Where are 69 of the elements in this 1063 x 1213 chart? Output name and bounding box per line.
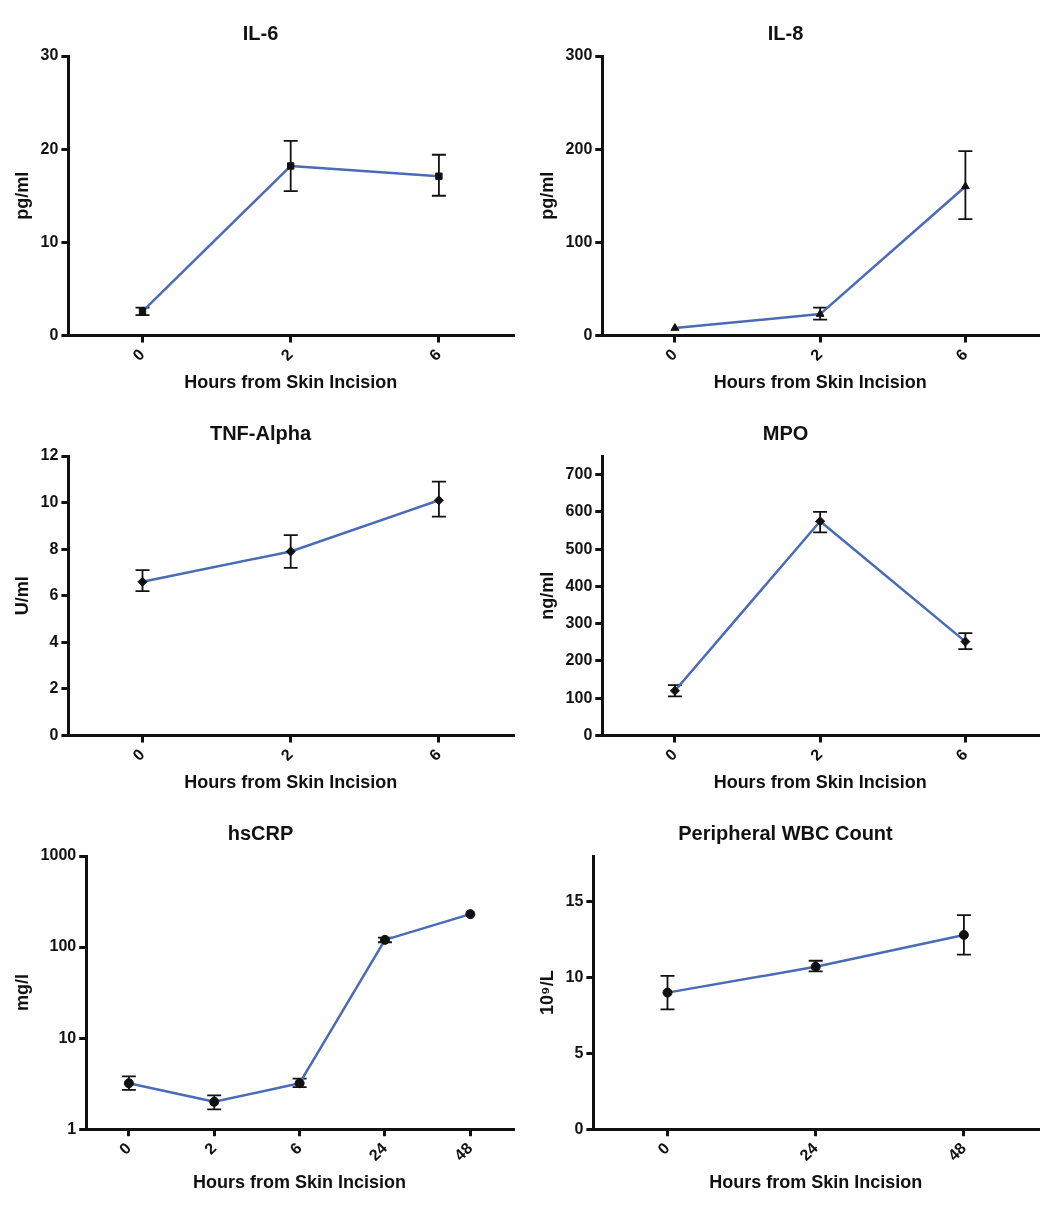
y-tick-label: 0 — [49, 725, 59, 743]
chart-title: IL-8 — [767, 21, 804, 44]
y-tick-label: 4 — [49, 632, 59, 650]
y-axis-title: ng/ml — [536, 571, 557, 620]
y-axis-title: pg/ml — [11, 171, 32, 220]
y-tick-label: 12 — [40, 446, 59, 464]
x-axis-title: Hours from Skin Incision — [709, 1172, 923, 1193]
y-tick-label: 400 — [565, 576, 593, 594]
x-tick-label: 0 — [115, 1139, 135, 1158]
x-tick-label: 0 — [661, 745, 681, 764]
x-axis-title: Hours from Skin Incision — [193, 1172, 407, 1193]
x-axis-title: Hours from Skin Incision — [713, 772, 927, 793]
y-axis-title: U/ml — [11, 576, 32, 616]
y-tick-label: 10 — [40, 492, 59, 510]
y-tick-label: 0 — [574, 1119, 584, 1137]
y-tick-label: 700 — [565, 465, 593, 483]
x-axis-title: Hours from Skin Incision — [184, 372, 398, 393]
y-tick-label: 10 — [40, 232, 59, 250]
y-tick-label: 30 — [40, 46, 59, 64]
y-tick-label: 300 — [565, 46, 593, 64]
x-tick-label: 6 — [952, 745, 971, 764]
x-tick-label: 0 — [129, 345, 148, 364]
x-tick-label: 6 — [952, 345, 971, 364]
y-tick-label: 15 — [565, 891, 584, 909]
x-tick-label: 6 — [286, 1139, 305, 1158]
x-tick-label: 2 — [277, 745, 296, 764]
y-tick-label: 1 — [67, 1119, 77, 1137]
y-tick-label: 1000 — [40, 846, 77, 864]
x-tick-label: 6 — [425, 345, 445, 364]
x-axis-title: Hours from Skin Incision — [713, 372, 927, 393]
chart-title: hsCRP — [227, 821, 294, 844]
y-tick-label: 8 — [49, 539, 59, 557]
y-tick-label: 10 — [565, 967, 584, 985]
y-tick-label: 100 — [49, 937, 77, 955]
y-tick-label: 200 — [565, 651, 593, 669]
y-tick-label: 0 — [49, 325, 59, 343]
y-tick-label: 100 — [565, 688, 593, 706]
x-tick-label: 0 — [654, 1139, 673, 1158]
x-tick-label: 2 — [201, 1139, 220, 1158]
y-axis-title: pg/ml — [536, 171, 557, 220]
chart-title: IL-6 — [242, 21, 279, 44]
y-tick-label: 100 — [565, 232, 593, 250]
y-tick-label: 200 — [565, 139, 593, 157]
y-tick-label: 0 — [583, 725, 593, 743]
x-tick-label: 2 — [807, 345, 826, 364]
chart-title: MPO — [762, 421, 809, 444]
y-tick-label: 5 — [574, 1043, 584, 1061]
y-tick-label: 10 — [58, 1028, 77, 1046]
y-tick-label: 0 — [583, 325, 593, 343]
x-tick-label: 48 — [450, 1139, 476, 1164]
y-tick-label: 20 — [40, 139, 59, 157]
x-tick-label: 0 — [661, 345, 681, 364]
y-tick-label: 500 — [565, 539, 593, 557]
y-tick-label: 6 — [49, 586, 59, 604]
x-tick-label: 24 — [365, 1139, 391, 1164]
x-tick-label: 48 — [944, 1139, 970, 1164]
chart-title: Peripheral WBC Count — [678, 821, 894, 844]
y-tick-label: 300 — [565, 614, 593, 632]
x-axis-title: Hours from Skin Incision — [184, 772, 398, 793]
x-tick-label: 6 — [425, 745, 445, 764]
y-tick-label: 2 — [49, 679, 59, 697]
x-tick-label: 2 — [277, 345, 296, 364]
x-tick-label: 0 — [129, 745, 148, 764]
x-tick-label: 2 — [807, 745, 826, 764]
chart-title: TNF-Alpha — [209, 421, 312, 444]
y-axis-title: mg/l — [11, 974, 32, 1012]
x-tick-label: 24 — [796, 1139, 822, 1164]
y-axis-title: 10⁹/L — [536, 970, 557, 1015]
y-tick-label: 600 — [565, 502, 593, 520]
